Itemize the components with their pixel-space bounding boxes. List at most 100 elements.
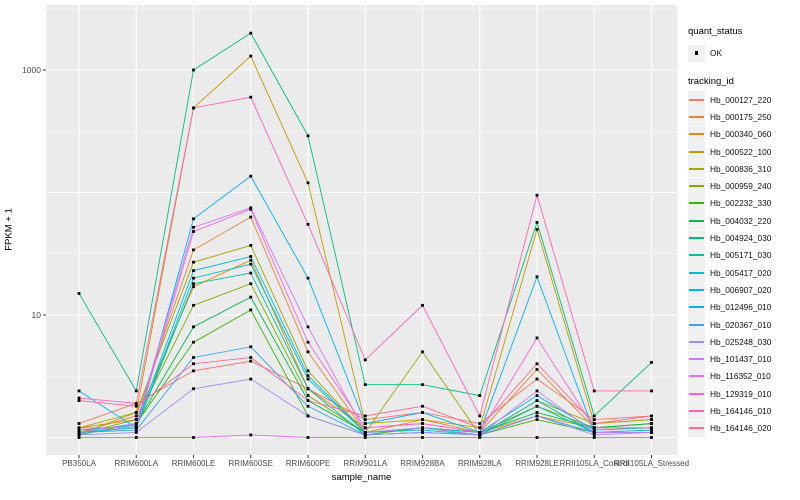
data-point [421,411,424,414]
data-point [592,418,596,421]
legend-item-Hb_005417_020: Hb_005417_020 [688,264,800,282]
data-point [650,422,653,425]
x-axis-title: sample_name [331,472,392,483]
data-point [249,345,253,349]
data-point [363,426,367,430]
data-point [535,414,539,418]
line-swatch-icon [689,219,704,222]
data-point [134,426,138,430]
data-point [650,428,653,432]
legend-key-box [688,246,705,264]
x-tick-label: RRIM928BA [400,459,445,468]
legend-key-box [688,419,705,437]
data-point [77,428,81,432]
data-point [535,377,539,381]
data-point [249,282,253,286]
legend-key-box [688,91,705,109]
legend-item-label: Hb_000340_060 [710,129,772,140]
legend-item-label: Hb_000522_100 [710,146,772,157]
data-point [77,389,81,393]
data-point [363,383,367,387]
line-swatch-icon [689,202,704,205]
data-point [650,414,653,418]
legend-key-box [688,229,705,247]
data-point [249,356,253,359]
data-point [535,193,539,197]
data-point [134,411,138,414]
line-swatch-icon [689,254,704,257]
data-point [306,276,310,280]
legend-item-Hb_164146_020: Hb_164146_020 [688,419,800,437]
legend-title-tracking-id: tracking_id [688,76,734,87]
data-point [650,436,653,439]
data-point [535,418,539,421]
data-point [421,422,424,425]
line-swatch-icon [689,340,704,343]
data-point [134,418,138,421]
data-point [592,389,596,393]
data-point [249,433,253,437]
x-tick-label: RRII105LA_Stressed [613,459,690,468]
data-point [421,436,424,439]
data-point [192,285,195,289]
line-swatch-icon [689,98,704,101]
data-point [650,361,653,364]
data-point [478,433,482,437]
data-point [249,207,253,211]
data-point [306,181,310,185]
legend-key-box [688,143,705,161]
line-swatch-icon [689,323,704,326]
legend-item-label: Hb_006907_020 [710,284,772,295]
data-point [192,260,195,264]
legend-item-label: Hb_012496_010 [710,302,772,313]
data-point [192,106,195,110]
data-point [421,303,424,307]
line-swatch-icon [689,375,704,378]
data-point [535,389,539,393]
data-point [134,414,138,418]
data-point [192,225,195,229]
legend-key-box [688,264,705,282]
data-point [535,275,539,279]
data-point [134,424,138,428]
data-point [363,418,367,421]
data-point [77,433,81,437]
legend-key-box [688,316,705,333]
data-point [192,303,195,307]
plot-panel-background [46,5,677,455]
legend-item-Hb_020367_010: Hb_020367_010 [688,316,800,333]
data-point [249,258,253,262]
data-point [592,414,596,418]
data-point [192,356,195,359]
data-point [249,359,253,363]
y-tick-label: 1000 [22,65,41,75]
data-point [478,394,482,397]
legend-key-box [688,367,705,385]
line-swatch-icon [689,358,704,361]
y-axis-tick-labels: 10 1000 [0,0,41,500]
data-point [192,436,195,439]
data-point [363,414,367,418]
data-point [363,358,367,362]
data-point [192,340,195,344]
data-point [306,399,310,403]
data-point [249,31,253,35]
data-point [421,426,424,430]
data-point [535,436,539,439]
data-point [192,325,195,329]
data-point [650,431,653,434]
data-point [249,206,253,210]
data-point [421,431,424,434]
legend-key-box [688,402,705,420]
data-point [535,336,539,340]
legend-title-quant-status: quant_status [688,26,743,37]
data-point [249,308,253,312]
data-point [192,282,195,286]
data-point [134,431,138,434]
line-swatch-icon [689,150,704,153]
x-axis-tick-labels: PB350LA RRIM600LA RRIM600LE RRIM600SE RRIM60… [0,459,800,473]
data-point [134,389,138,393]
data-point [363,431,367,434]
data-point [192,269,195,273]
